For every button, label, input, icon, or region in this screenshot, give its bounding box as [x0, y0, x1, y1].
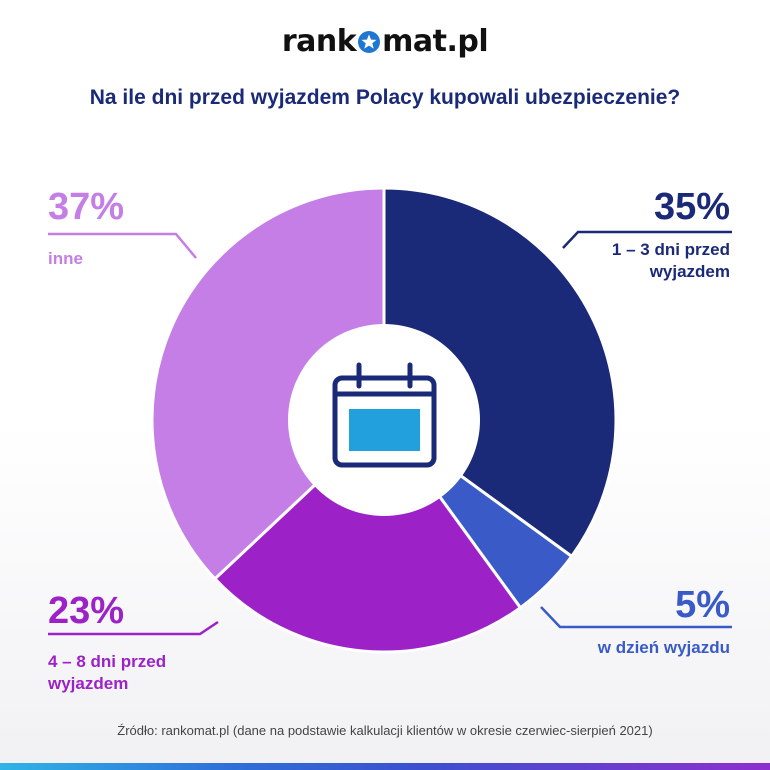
bottom-gradient-bar	[0, 763, 770, 770]
slice-value-w-dzien: 5%	[675, 584, 730, 626]
pie-slice-2	[212, 417, 523, 654]
leader-line-2	[48, 620, 219, 636]
pie-slice-3	[150, 186, 386, 581]
slice-value-inne: 37%	[48, 186, 125, 228]
star-icon	[358, 31, 381, 53]
logo-text-left: rank	[281, 24, 357, 59]
pie-slice-0	[382, 186, 618, 559]
leader-line-1	[540, 606, 732, 629]
slice-value-4-8-dni: 23%	[48, 590, 125, 632]
leader-line-3	[48, 232, 197, 259]
leader-line-0	[562, 230, 732, 249]
slice-value-1-3-dni: 35%	[653, 186, 730, 228]
slice-label-1-3-dni: 1 – 3 dni przed wyjazdem	[611, 240, 730, 282]
slice-label-inne: inne	[48, 249, 83, 268]
slice-label-w-dzien: w dzień wyjazdu	[597, 638, 730, 657]
calendar-icon	[332, 362, 437, 468]
brand-logo: rank mat.pl	[0, 24, 770, 59]
slice-label-4-8-dni: 4 – 8 dni przed wyjazdem	[48, 652, 167, 694]
chart-title: Na ile dni przed wyjazdem Polacy kupowal…	[89, 86, 681, 109]
logo-text-right: mat.pl	[382, 24, 489, 59]
source-note: Źródło: rankomat.pl (dane na podstawie k…	[117, 723, 653, 738]
